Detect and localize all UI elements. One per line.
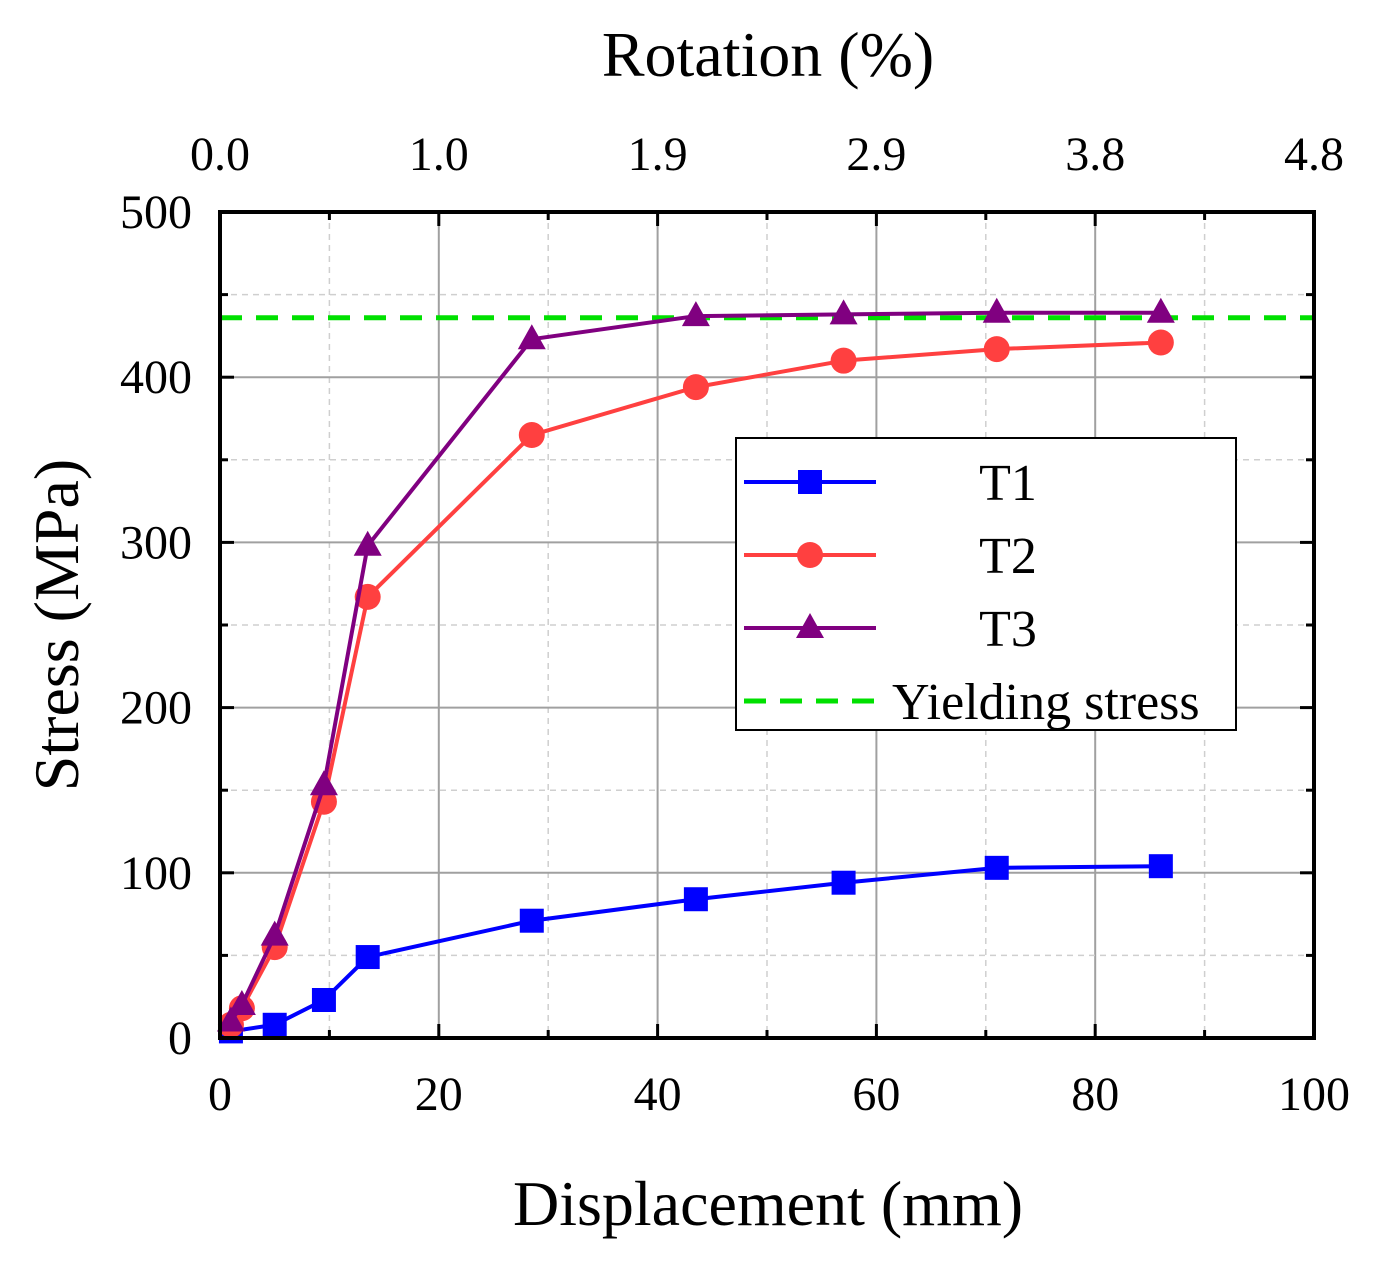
x2-tick-label: 3.8 xyxy=(1065,128,1125,181)
tick-labels: 0 20 40 60 80 100 0.0 1.0 1.9 2.9 3.8 4.8 0 100 200 300… xyxy=(120,128,1350,1121)
x-tick-label: 0 xyxy=(208,1068,232,1121)
y-tick-label: 0 xyxy=(168,1012,192,1065)
data-point-t1 xyxy=(831,870,856,895)
legend-entry-t3: T3 xyxy=(744,601,1037,658)
data-point-t3 xyxy=(260,920,289,946)
legend-entry-t1: T1 xyxy=(744,455,1037,512)
legend-label-t2: T2 xyxy=(979,528,1037,585)
data-point-t3 xyxy=(829,299,858,325)
data-point-t3 xyxy=(1146,297,1175,323)
legend-label-t3: T3 xyxy=(979,601,1037,658)
series-line-t3 xyxy=(229,310,1161,1023)
x2-tick-label: 0.0 xyxy=(190,128,250,181)
legend-label-t1: T1 xyxy=(979,455,1037,512)
y-tick-label: 100 xyxy=(120,847,192,900)
y-axis-title: Stress (MPa) xyxy=(21,459,92,791)
data-point-t1 xyxy=(262,1012,287,1037)
data-point-t3 xyxy=(353,530,382,556)
data-point-t1 xyxy=(1148,854,1173,879)
data-point-t2 xyxy=(830,347,857,374)
x2-tick-label: 2.9 xyxy=(846,128,906,181)
data-point-t2 xyxy=(518,422,545,449)
data-point-t3 xyxy=(517,324,546,350)
data-point-t1 xyxy=(355,945,380,970)
data-point-t1 xyxy=(683,887,708,912)
legend: T1 T2 T3 Yielding stress xyxy=(735,437,1237,731)
data-point-t1 xyxy=(311,988,336,1013)
y-tick-label: 200 xyxy=(120,682,192,735)
data-point-t2 xyxy=(1147,329,1174,356)
x-tick-label: 100 xyxy=(1278,1068,1350,1121)
x-tick-label: 80 xyxy=(1071,1068,1119,1121)
ticks xyxy=(218,210,1316,1040)
data-point-t3 xyxy=(982,297,1011,323)
data-point-t3 xyxy=(309,770,338,796)
legend-label-yielding-stress: Yielding stress xyxy=(892,674,1200,731)
legend-marker-t2 xyxy=(797,542,823,568)
series-layer xyxy=(216,297,1175,1044)
data-point-t3 xyxy=(227,989,256,1015)
data-point-t2 xyxy=(682,374,709,401)
data-point-t2 xyxy=(983,336,1010,363)
x2-axis-title: Rotation (%) xyxy=(602,19,934,90)
data-point-t3 xyxy=(681,301,710,327)
legend-entry-t2: T2 xyxy=(744,528,1037,585)
data-point-t1 xyxy=(984,855,1009,880)
x-tick-label: 40 xyxy=(634,1068,682,1121)
legend-marker-t3 xyxy=(796,613,824,638)
y-tick-label: 300 xyxy=(120,516,192,569)
x-axis-title: Displacement (mm) xyxy=(513,1168,1023,1239)
y-tick-label: 500 xyxy=(120,186,192,239)
legend-entry-yielding-stress: Yielding stress xyxy=(744,674,1200,731)
x2-tick-label: 1.9 xyxy=(628,128,688,181)
series-line-t2 xyxy=(229,340,1161,1026)
x2-tick-label: 4.8 xyxy=(1284,128,1344,181)
data-point-t3 xyxy=(216,1006,245,1032)
data-point-t1 xyxy=(519,908,544,933)
x-tick-label: 20 xyxy=(415,1068,463,1121)
series-t1 xyxy=(218,854,1173,1044)
legend-marker-t1 xyxy=(798,470,822,494)
series-t3 xyxy=(216,297,1175,1032)
x-tick-label: 60 xyxy=(852,1068,900,1121)
x2-tick-label: 1.0 xyxy=(409,128,469,181)
y-tick-label: 400 xyxy=(120,351,192,404)
